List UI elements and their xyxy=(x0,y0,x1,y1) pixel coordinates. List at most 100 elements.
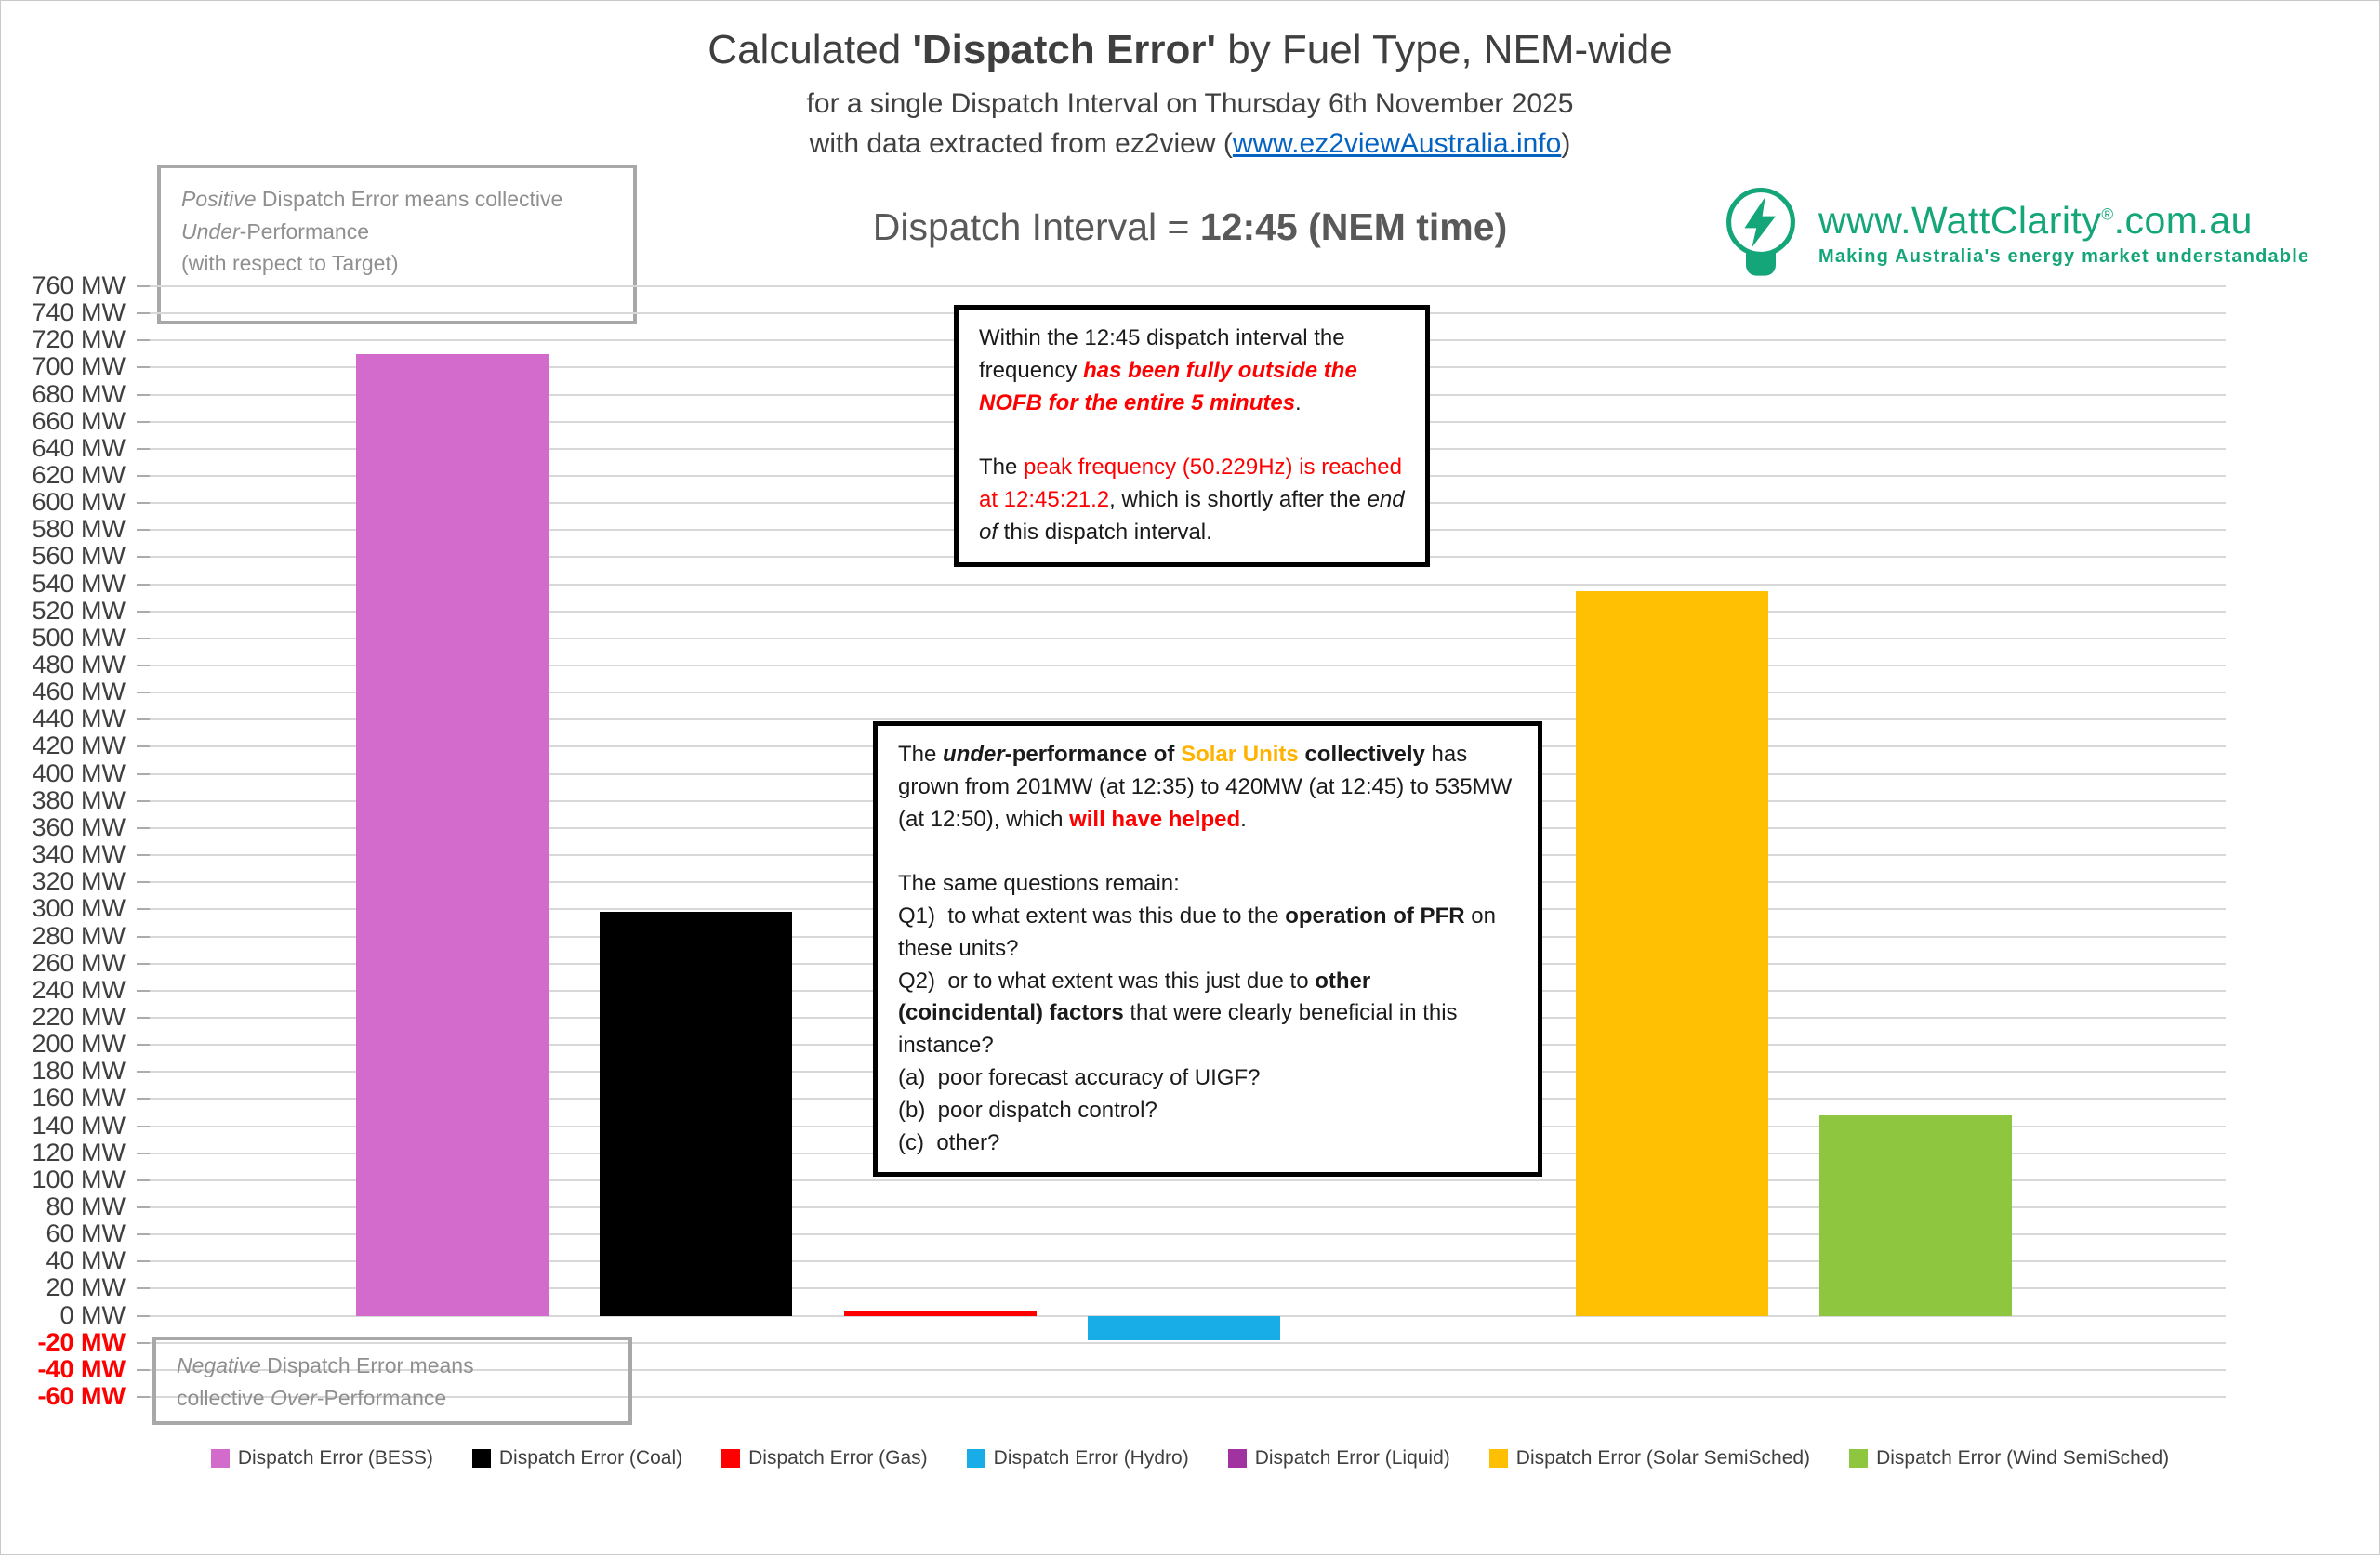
y-axis-tick xyxy=(137,854,150,857)
y-axis-tick xyxy=(137,881,150,884)
y-axis-tick xyxy=(137,475,150,478)
y-axis-label: 220 MW xyxy=(32,1002,126,1031)
y-axis-label: 340 MW xyxy=(32,840,126,869)
y-axis-label: 620 MW xyxy=(32,461,126,490)
y-axis: 760 MW 740 MW 720 MW 700 MW 680 MW 660 MW 640 … xyxy=(1,271,150,1410)
y-axis-label: 200 MW xyxy=(32,1030,126,1059)
wattclarity-logo: www.WattClarity®.com.au Making Australia… xyxy=(1716,185,2309,282)
text-run: has grown from 201MW (at 12:35) to 420MW… xyxy=(898,742,1518,832)
logo-url-suffix: .com.au xyxy=(2113,199,2253,242)
y-axis-tick xyxy=(137,1341,150,1344)
gridline xyxy=(150,1260,2226,1263)
y-axis-tick xyxy=(137,1044,150,1047)
ez2view-link[interactable]: www.ez2viewAustralia.info xyxy=(1232,128,1562,159)
text-run: . The same questions remain: Q1) to what… xyxy=(898,806,1279,929)
y-axis-label: 180 MW xyxy=(32,1057,126,1086)
gridline xyxy=(150,285,2226,287)
text-run: operation of PFR xyxy=(1285,903,1465,929)
legend-swatch xyxy=(1849,1449,1869,1468)
y-axis-tick xyxy=(137,718,150,721)
y-axis-label: 580 MW xyxy=(32,515,126,544)
text-run: Dispatch Error means collective xyxy=(177,1353,474,1410)
y-axis-label: 480 MW xyxy=(32,651,126,679)
gridline xyxy=(150,718,2226,721)
y-axis-tick xyxy=(137,908,150,911)
y-axis-tick xyxy=(137,447,150,450)
y-axis-tick xyxy=(137,665,150,667)
y-axis-label: 80 MW xyxy=(46,1192,126,1220)
y-axis-tick xyxy=(137,935,150,938)
y-axis-label: 640 MW xyxy=(32,433,126,462)
y-axis-label: 760 MW xyxy=(32,271,126,299)
y-axis-tick xyxy=(137,339,150,342)
text-run: -performance of xyxy=(1004,742,1182,767)
text-run: by Fuel Type, NEM-wide xyxy=(1216,27,1673,72)
bar-solar-semisched xyxy=(1575,590,1768,1316)
y-axis-label: 440 MW xyxy=(32,705,126,733)
y-axis-label: 720 MW xyxy=(32,325,126,354)
text-run: 12:45 (NEM time) xyxy=(1199,205,1508,248)
negative-note-box: Negative Dispatch Error means collective… xyxy=(152,1337,632,1425)
y-axis-label: 520 MW xyxy=(32,596,126,625)
text-run: will have helped xyxy=(1069,806,1241,832)
y-axis-label: 460 MW xyxy=(32,678,126,706)
legend-label: Dispatch Error (Coal) xyxy=(498,1447,683,1469)
y-axis-label: 420 MW xyxy=(32,731,126,760)
y-axis-tick xyxy=(137,799,150,802)
y-axis-tick xyxy=(137,556,150,559)
gridline xyxy=(150,1179,2226,1181)
text-run: , which is shortly after the xyxy=(1109,486,1368,512)
lightbulb-icon xyxy=(1716,185,1805,282)
text-run: has been fully outside the NOFB for the … xyxy=(979,357,1364,415)
y-axis-label: 600 MW xyxy=(32,488,126,517)
y-axis-label: 140 MW xyxy=(32,1111,126,1140)
legend-swatch xyxy=(471,1449,491,1468)
logo-tagline: Making Australia's energy market underst… xyxy=(1818,246,2310,267)
text-run: other (coincidental) factors xyxy=(898,968,1377,1026)
y-axis-tick xyxy=(137,1016,150,1019)
y-axis-label: -20 MW xyxy=(37,1327,126,1356)
y-axis-tick xyxy=(137,366,150,369)
y-axis-tick xyxy=(137,826,150,829)
y-axis-label: 160 MW xyxy=(32,1084,126,1113)
y-axis-tick xyxy=(137,529,150,532)
bar-gas xyxy=(843,1310,1037,1316)
y-axis-label: 400 MW xyxy=(32,758,126,787)
legend-swatch xyxy=(966,1449,985,1468)
legend-swatch xyxy=(1488,1449,1508,1468)
y-axis-tick xyxy=(137,1314,150,1317)
gridline xyxy=(150,692,2226,694)
page-subtitle-date: for a single Dispatch Interval on Thursd… xyxy=(806,88,1574,119)
gridline xyxy=(150,637,2226,639)
text-run: Over xyxy=(270,1385,317,1410)
text-run: end of xyxy=(979,486,1411,545)
legend-label: Dispatch Error (Hydro) xyxy=(993,1447,1189,1469)
y-axis-label: 380 MW xyxy=(32,785,126,814)
text-run: The xyxy=(898,742,944,767)
text-run: that were clearly beneficial in this ins… xyxy=(898,1000,1458,1155)
text-run: with data extracted from ez2view ( xyxy=(809,128,1233,159)
bar-bess xyxy=(356,353,549,1316)
gridline xyxy=(150,1233,2226,1236)
y-axis-tick xyxy=(137,989,150,992)
gridline xyxy=(150,1368,2226,1371)
y-axis-tick xyxy=(137,1152,150,1154)
y-axis-label: 240 MW xyxy=(32,975,126,1004)
text-run: -Performance (with respect to Target) xyxy=(181,218,399,276)
y-axis-tick xyxy=(137,583,150,586)
y-axis-tick xyxy=(137,1071,150,1074)
text-run: ) xyxy=(1561,128,1571,159)
legend-label: Dispatch Error (Liquid) xyxy=(1254,1447,1450,1469)
y-axis-tick xyxy=(137,1206,150,1208)
y-axis-tick xyxy=(137,692,150,694)
bar-wind-semisched xyxy=(1818,1114,2012,1316)
y-axis-label: 100 MW xyxy=(32,1165,126,1193)
text-run: peak frequency (50.229Hz) is reached at … xyxy=(979,455,1408,512)
gridline xyxy=(150,583,2226,586)
logo-url-main: www.WattClarity xyxy=(1818,199,2102,242)
y-axis-tick xyxy=(137,637,150,639)
text-run: Negative xyxy=(177,1353,261,1377)
y-axis-label: 20 MW xyxy=(46,1273,126,1302)
registered-mark: ® xyxy=(2101,204,2114,224)
